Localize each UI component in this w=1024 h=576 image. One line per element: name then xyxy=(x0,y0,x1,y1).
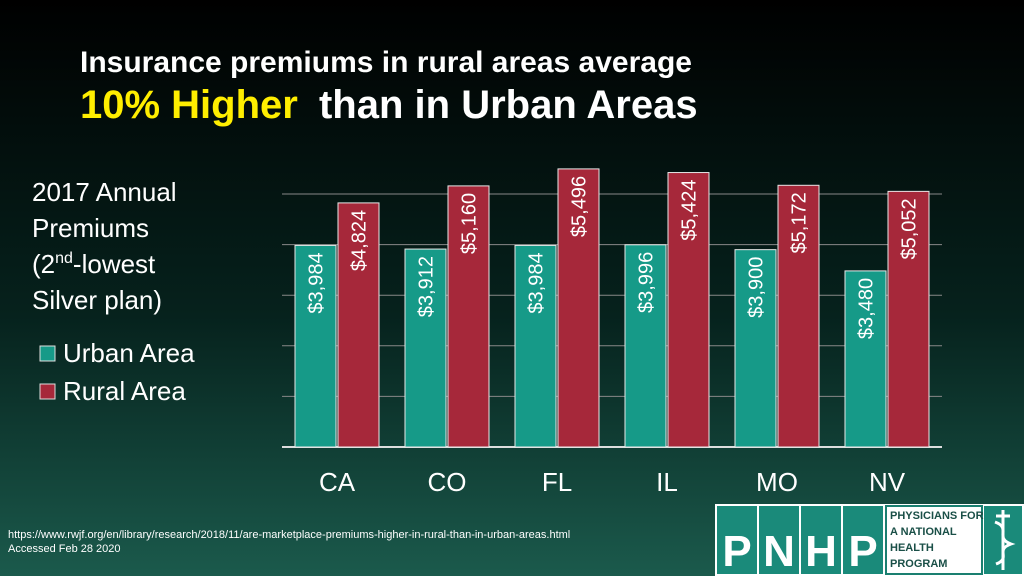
title-line: Insurance premiums in rural areas averag… xyxy=(80,46,692,79)
legend-title-line: Silver plan) xyxy=(32,285,162,315)
bar xyxy=(404,248,447,448)
title-rest: than in Urban Areas xyxy=(319,83,698,127)
bar xyxy=(337,202,380,448)
logo-letter-bg xyxy=(717,506,757,574)
logo-icon xyxy=(994,510,1016,570)
bar xyxy=(734,249,777,448)
value-label: $3,996 xyxy=(636,252,658,313)
legend-title: 2017 Annual Premiums (2nd-lowest Silver … xyxy=(32,177,177,315)
legend-title-sup: nd xyxy=(55,250,73,267)
legend-label: Urban Area xyxy=(63,338,195,368)
x-tick-label: NV xyxy=(869,467,906,497)
logo-letter-bg xyxy=(843,506,883,574)
bar xyxy=(514,244,557,448)
x-tick-label: IL xyxy=(656,467,678,497)
value-label: $5,496 xyxy=(569,176,591,237)
bar xyxy=(294,244,337,448)
x-tick-label: MO xyxy=(756,467,798,497)
value-label: $5,052 xyxy=(899,198,921,259)
value-label: $3,984 xyxy=(306,252,328,313)
value-label: $3,480 xyxy=(856,278,878,339)
bar xyxy=(667,172,710,448)
value-label: $5,160 xyxy=(459,193,481,254)
logo-line: A NATIONAL xyxy=(890,526,957,538)
logo-letter: N xyxy=(763,527,795,576)
bar xyxy=(557,168,600,448)
value-label: $3,900 xyxy=(746,257,768,318)
legend-title-line: Premiums xyxy=(32,213,149,243)
logo-line: HEALTH xyxy=(890,542,934,554)
value-label: $3,984 xyxy=(526,252,548,313)
value-label: $5,424 xyxy=(679,180,701,241)
legend-swatch xyxy=(39,383,56,400)
x-tick-label: FL xyxy=(542,467,572,497)
value-label: $3,912 xyxy=(416,256,438,317)
value-label: $5,172 xyxy=(789,192,811,253)
logo-box xyxy=(885,505,983,575)
bar xyxy=(447,185,490,448)
x-tick-label: CO xyxy=(428,467,467,497)
legend-title-part: (2 xyxy=(32,249,55,279)
legend-label: Rural Area xyxy=(63,376,186,406)
title-highlight: 10% Higher xyxy=(80,83,298,127)
legend-swatch xyxy=(39,345,56,362)
bar xyxy=(777,184,820,448)
logo-line: PROGRAM xyxy=(890,558,947,570)
logo-line: PHYSICIANS FOR xyxy=(890,510,984,522)
logo-letter-bg xyxy=(759,506,799,574)
title-line: 10% Higher than in Urban Areas xyxy=(80,83,698,127)
legend-title-line: 2017 Annual xyxy=(32,177,177,207)
bar xyxy=(844,270,887,448)
accessed: Accessed Feb 28 2020 xyxy=(8,543,121,555)
source: https://www.rwjf.org/en/library/research… xyxy=(8,529,570,541)
logo-letter: P xyxy=(722,527,751,576)
bar xyxy=(887,190,930,448)
legend-title-part: -lowest xyxy=(73,249,156,279)
value-label: $4,824 xyxy=(349,210,371,271)
logo-letter-bg xyxy=(801,506,841,574)
logo-letter: H xyxy=(805,527,837,576)
bar xyxy=(624,244,667,448)
x-tick-label: CA xyxy=(319,467,356,497)
logo-letter: P xyxy=(848,527,877,576)
legend-title-line: (2nd-lowest xyxy=(32,249,156,279)
